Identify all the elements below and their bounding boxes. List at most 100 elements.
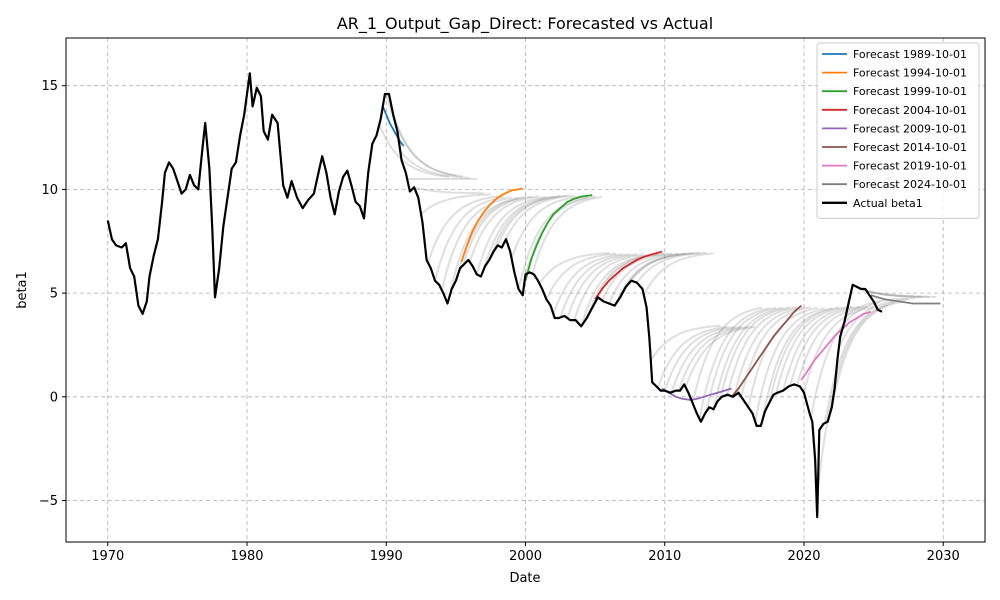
x-tick-label: 1980 [230, 549, 263, 564]
legend-label: Forecast 2009-10-01 [853, 122, 967, 135]
legend-label: Forecast 2024-10-01 [853, 178, 967, 191]
background-forecast-path [719, 306, 791, 399]
forecast-series-line [594, 250, 663, 300]
actual-series-line [106, 72, 883, 519]
background-forecast-path [524, 195, 596, 275]
background-forecast-path [475, 195, 547, 275]
background-forecast-path [845, 297, 916, 317]
background-forecast-path [489, 195, 561, 258]
background-forecast-path [392, 114, 463, 178]
background-forecast-path [559, 253, 631, 318]
legend-label: Forecast 1994-10-01 [853, 67, 967, 80]
background-forecast-path [461, 195, 533, 266]
background-forecast-path [496, 194, 568, 246]
background-forecast-path [434, 196, 505, 281]
x-tick-label: 2000 [509, 549, 542, 564]
background-forecast-path [768, 306, 839, 404]
background-forecast-path [816, 304, 888, 489]
background-forecast-path [866, 290, 937, 298]
forecast-series-line [730, 304, 802, 398]
legend-label: Forecast 1999-10-01 [853, 85, 967, 98]
background-forecast-path [663, 325, 735, 391]
x-tick-label: 1990 [370, 549, 403, 564]
y-tick-label: 0 [50, 390, 58, 405]
background-forecast-path [622, 252, 693, 293]
background-forecast-path [447, 196, 519, 299]
background-forecast-path [629, 251, 700, 283]
background-forecast-path [698, 307, 770, 420]
background-forecast-path [413, 186, 484, 195]
background-forecast-path [712, 306, 784, 410]
background-forecast-path [740, 306, 812, 398]
background-forecast-path [566, 253, 638, 319]
background-forecast-path [594, 252, 665, 303]
x-axis-label: Date [509, 571, 540, 586]
background-forecast-path [775, 306, 846, 394]
legend-label: Forecast 2019-10-01 [853, 160, 967, 173]
y-tick-label: 5 [50, 287, 58, 302]
background-forecast-path [796, 305, 867, 386]
background-forecast-path [441, 196, 512, 291]
background-forecast-path [503, 194, 575, 243]
background-forecast-path [531, 195, 603, 275]
background-forecast-path [809, 301, 881, 418]
background-forecast-path [378, 124, 450, 178]
background-forecast-path [601, 252, 672, 301]
background-forecast-path [552, 253, 624, 315]
background-forecast-path [830, 300, 902, 408]
forecast-series-line [381, 106, 405, 147]
background-forecast-path [761, 307, 833, 422]
background-forecast-path [573, 253, 645, 321]
background-forecast-path [691, 306, 763, 404]
background-forecast-path [608, 252, 679, 304]
forecast-series-line [661, 387, 732, 401]
background-forecast-path [482, 195, 554, 270]
legend: Forecast 1989-10-01 Forecast 1994-10-01 Fo… [816, 42, 980, 219]
background-forecast-path [859, 287, 930, 298]
background-forecast-path [517, 196, 589, 290]
axis-ticks: 1970 1980 1990 2000 2010 2020 2030 −5 0 5 10 15 [39, 79, 960, 564]
y-tick-label: −5 [39, 494, 58, 509]
legend-label: Forecast 1989-10-01 [853, 48, 967, 61]
y-axis-label: beta1 [15, 271, 30, 309]
x-tick-label: 2020 [787, 549, 820, 564]
background-forecast-path [733, 306, 805, 397]
background-forecast-path [399, 150, 470, 179]
y-tick-label: 15 [41, 79, 58, 94]
y-tick-label: 10 [41, 183, 58, 198]
forecast-series-line [460, 187, 523, 263]
series-lines [106, 72, 941, 519]
background-forecast-path [656, 325, 728, 389]
chart-title: AR_1_Output_Gap_Direct: Forecasted vs Ac… [337, 14, 713, 34]
background-forecast-path [510, 195, 582, 259]
legend-label: Actual beta1 [853, 197, 923, 210]
background-forecast-path [468, 195, 540, 263]
legend-box [816, 42, 980, 219]
background-forecast-path [643, 252, 714, 296]
background-forecast-path [580, 253, 651, 327]
x-tick-label: 2030 [927, 549, 960, 564]
background-forecast-path [726, 306, 798, 395]
background-forecast-path [803, 306, 874, 393]
background-forecast-path [677, 325, 749, 391]
forecast-series-line [800, 310, 872, 381]
background-forecast-path [538, 251, 610, 284]
forecast-series-line [524, 194, 593, 281]
background-forecast-path [427, 195, 498, 264]
forecast-series-line [870, 294, 941, 305]
background-forecast-path [615, 252, 686, 304]
background-forecast-path [782, 306, 853, 391]
background-forecast-path [754, 307, 826, 422]
background-forecast-path [670, 326, 742, 393]
background-forecast-path [420, 193, 491, 216]
legend-label: Forecast 2004-10-01 [853, 104, 967, 117]
x-tick-label: 2010 [648, 549, 681, 564]
background-forecast-path [649, 324, 721, 362]
legend-label: Forecast 2014-10-01 [853, 141, 967, 154]
background-forecast-path [636, 251, 707, 284]
x-tick-label: 1970 [91, 549, 124, 564]
background-forecast-path [705, 306, 777, 412]
background-forecast-path [684, 325, 756, 388]
background-forecast-path [545, 252, 617, 300]
